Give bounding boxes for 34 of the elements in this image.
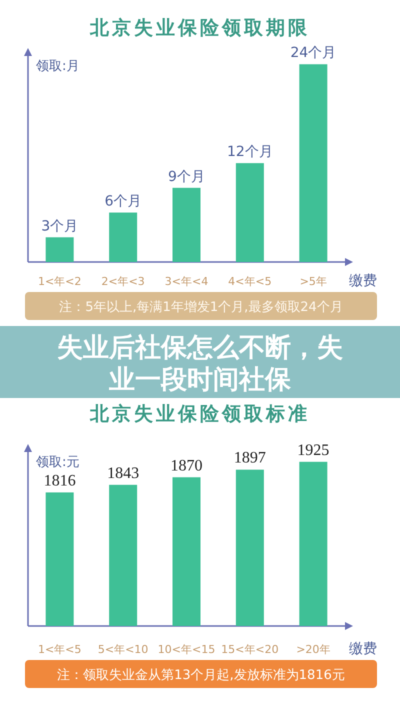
data-label: 24个月 — [290, 45, 336, 62]
data-label: 9个月 — [168, 168, 205, 185]
x-axis-title: 缴费 — [349, 641, 377, 657]
x-tick-label: 5<年<10 — [98, 643, 148, 656]
x-tick-label: 3<年<4 — [164, 275, 208, 288]
text: 注：5年以上,每满1年增发1个月,最多领取24个月 — [59, 300, 343, 315]
data-label: 1843 — [107, 464, 140, 482]
bar — [299, 64, 328, 262]
x-tick-label: >20年 — [296, 643, 330, 656]
data-label: 1870 — [170, 457, 202, 474]
x-tick-label: 1<年<5 — [38, 643, 82, 656]
x-tick-label: 15<年<20 — [221, 643, 279, 656]
chart-title: 北京失业保险领取标准 — [89, 403, 310, 425]
x-tick-label: >5年 — [300, 275, 327, 288]
data-label: 1816 — [44, 472, 76, 490]
bar — [109, 212, 138, 262]
x-axis-title: 缴费 — [349, 273, 377, 289]
x-tick-label: 1<年<2 — [38, 275, 82, 288]
bar — [46, 237, 74, 262]
bar — [236, 163, 264, 262]
data-label: 6个月 — [104, 194, 142, 210]
data-label: 12个月 — [226, 144, 273, 160]
y-axis-title: 领取:元 — [36, 455, 80, 470]
x-tick-label: 10<年<15 — [158, 643, 216, 656]
x-tick-label: 2<年<3 — [101, 275, 145, 288]
chart-title: 北京失业保险领取期限 — [89, 17, 310, 39]
data-label: 3个月 — [41, 218, 78, 234]
text: 失业后社保怎么不断，失业一段时间社保 — [57, 333, 343, 395]
data-label: 1925 — [297, 442, 330, 459]
text: 注：领取失业金从第13个月起,发放标准为1816元 — [57, 668, 345, 683]
bar — [172, 188, 200, 262]
x-tick-label: 4<年<5 — [228, 275, 272, 288]
data-label: 1897 — [234, 450, 266, 467]
y-axis-title: 领取:月 — [36, 59, 80, 74]
